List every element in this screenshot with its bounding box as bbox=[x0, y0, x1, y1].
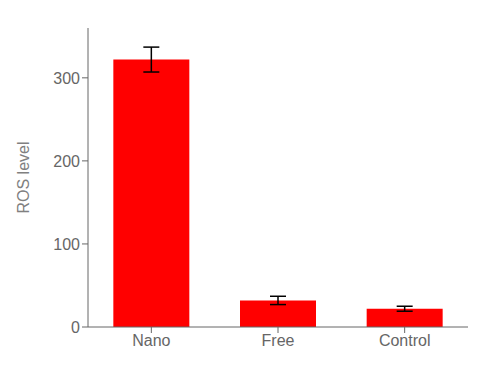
svg-text:100: 100 bbox=[53, 236, 80, 253]
svg-text:0: 0 bbox=[71, 319, 80, 336]
svg-text:Control: Control bbox=[379, 332, 431, 349]
svg-text:Free: Free bbox=[262, 332, 295, 349]
svg-text:200: 200 bbox=[53, 153, 80, 170]
svg-text:ROS level: ROS level bbox=[15, 141, 32, 213]
svg-text:Nano: Nano bbox=[132, 332, 170, 349]
svg-text:300: 300 bbox=[53, 70, 80, 87]
